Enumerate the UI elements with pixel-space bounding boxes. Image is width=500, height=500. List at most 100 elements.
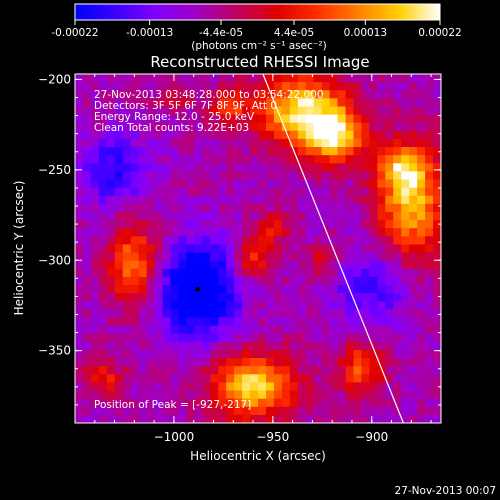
heatmap-cell: [313, 147, 323, 156]
heatmap-cell: [82, 74, 92, 83]
heatmap-cell: [273, 374, 283, 383]
heatmap-cell: [114, 90, 124, 99]
heatmap-cell: [337, 163, 346, 172]
heatmap-cell: [82, 220, 92, 229]
heatmap-cell: [417, 366, 426, 375]
heatmap-cell: [377, 74, 386, 83]
heatmap-cell: [393, 406, 402, 416]
heatmap-cell: [297, 268, 307, 278]
heatmap-cell: [353, 122, 362, 132]
heatmap-cell: [425, 122, 434, 132]
heatmap-cell: [82, 130, 92, 140]
heatmap-cell: [369, 252, 378, 262]
heatmap-cell: [162, 301, 171, 310]
heatmap-cell: [297, 106, 307, 115]
heatmap-cell: [433, 187, 442, 197]
heatmap-cell: [385, 406, 394, 416]
heatmap-cell: [377, 106, 386, 115]
heatmap-cell: [106, 187, 116, 197]
heatmap-cell: [321, 390, 331, 400]
heatmap-cell: [265, 374, 275, 383]
heatmap-cell: [281, 82, 291, 91]
heatmap-cell: [250, 317, 259, 327]
heatmap-cell: [337, 341, 346, 351]
heatmap-cell: [154, 211, 163, 221]
heatmap-cell: [289, 98, 299, 107]
heatmap-cell: [369, 171, 378, 180]
heatmap-cell: [401, 366, 410, 375]
heatmap-cell: [242, 317, 251, 327]
heatmap-cell: [369, 317, 378, 327]
heatmap-cell: [337, 122, 346, 132]
heatmap-cell: [377, 147, 386, 156]
heatmap-cell: [90, 309, 100, 318]
heatmap-cell: [75, 195, 84, 205]
heatmap-cell: [305, 293, 315, 302]
heatmap-cell: [202, 163, 211, 172]
heatmap-cell: [178, 236, 187, 245]
heatmap-cell: [138, 228, 148, 237]
heatmap-cell: [202, 90, 211, 99]
heatmap-cell: [305, 155, 315, 164]
heatmap-cell: [138, 349, 148, 359]
heatmap-cell: [329, 82, 338, 91]
heatmap-cell: [210, 82, 219, 91]
heatmap-cell: [218, 366, 227, 375]
heatmap-cell: [313, 195, 323, 205]
heatmap-cell: [353, 211, 362, 221]
heatmap-cell: [106, 398, 116, 408]
heatmap-cell: [106, 220, 116, 229]
heatmap-cell: [353, 349, 362, 359]
heatmap-cell: [385, 74, 394, 83]
heatmap-cell: [130, 179, 140, 189]
heatmap-cell: [369, 195, 378, 205]
heatmap-cell: [369, 333, 378, 343]
heatmap-cell: [186, 349, 195, 359]
heatmap-cell: [154, 90, 163, 99]
annotation-detectors: Detectors: 3F 5F 6F 7F 8F 9F, Att 0: [94, 100, 277, 112]
heatmap-cell: [75, 390, 84, 400]
heatmap-cell: [130, 414, 140, 424]
heatmap-cell: [409, 325, 418, 335]
heatmap-cell: [210, 90, 219, 99]
heatmap-cell: [90, 252, 100, 262]
heatmap-cell: [409, 414, 418, 424]
heatmap-cell: [281, 155, 291, 164]
heatmap-cell: [313, 358, 323, 367]
heatmap-cell: [258, 244, 267, 253]
heatmap-cell: [98, 90, 108, 99]
heatmap-cell: [401, 187, 410, 197]
heatmap-cell: [401, 90, 410, 99]
heatmap-cell: [226, 122, 235, 132]
heatmap-cell: [250, 195, 259, 205]
heatmap-cell: [313, 398, 323, 408]
colorbar: [74, 3, 441, 21]
heatmap-cell: [75, 325, 84, 335]
heatmap-cell: [242, 187, 251, 197]
heatmap-cell: [297, 122, 307, 132]
heatmap-cell: [186, 171, 195, 180]
heatmap-cell: [361, 406, 370, 416]
heatmap-cell: [353, 260, 362, 270]
heatmap-cell: [258, 147, 267, 156]
heatmap-cell: [258, 390, 267, 400]
heatmap-cell: [377, 414, 386, 424]
heatmap-cell: [425, 398, 434, 408]
heatmap-cell: [114, 325, 124, 335]
heatmap-cell: [377, 98, 386, 107]
heatmap-cell: [369, 325, 378, 335]
heatmap-cell: [425, 325, 434, 335]
heatmap-cell: [361, 374, 370, 383]
heatmap-cell: [377, 398, 386, 408]
heatmap-cell: [106, 138, 116, 148]
heatmap-cell: [242, 211, 251, 221]
heatmap-cell: [321, 366, 331, 375]
heatmap-cell: [154, 179, 163, 189]
heatmap-cell: [250, 398, 259, 408]
heatmap-cell: [273, 98, 283, 107]
heatmap-cell: [154, 406, 163, 416]
heatmap-cell: [289, 130, 299, 140]
heatmap-cell: [242, 163, 251, 172]
heatmap-cell: [98, 122, 108, 132]
heatmap-cell: [345, 122, 354, 132]
